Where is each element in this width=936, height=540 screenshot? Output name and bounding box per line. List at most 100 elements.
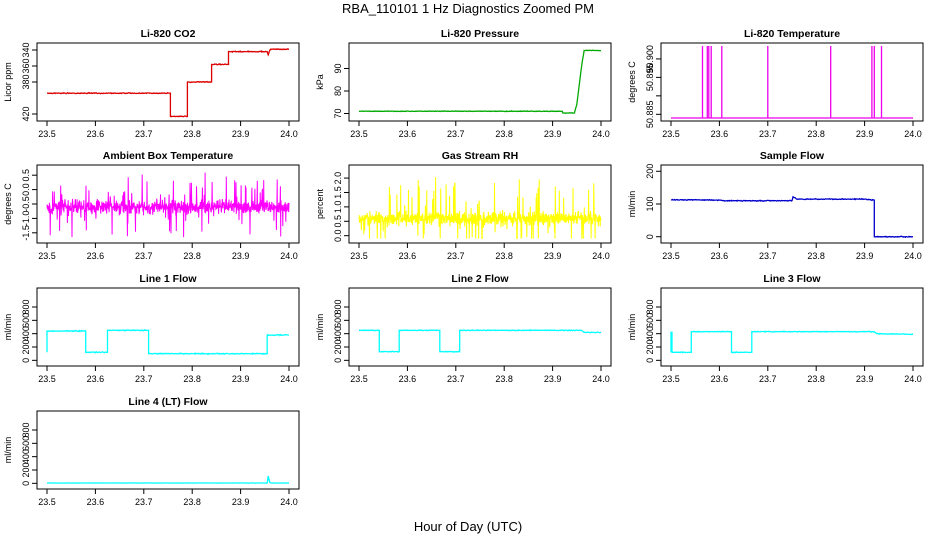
panel-7: Line 1 Flow 23.5 23.6 23.7 23.8 23.9 24.0 0 2004… xyxy=(3,273,300,384)
panel-2: Li-820 Pressure 23.5 23.6 23.7 23.8 23.9 24.0 7… xyxy=(315,28,612,139)
x-tick-label: 24.0 xyxy=(904,374,922,384)
y-tick-label: 360 xyxy=(21,58,31,73)
x-tick-label: 23.7 xyxy=(135,497,153,507)
y-axis-label: percent xyxy=(315,188,325,219)
x-axis-title: Hour of Day (UTC) xyxy=(414,519,522,534)
panel-1: Li-820 CO2 23.5 23.6 23.7 23.8 23.9 24.0 420 380… xyxy=(3,28,300,139)
y-tick-label: 0 xyxy=(21,358,31,363)
x-tick-label: 23.9 xyxy=(856,251,874,261)
x-tick-label: 24.0 xyxy=(592,129,610,139)
x-tick-label: 24.0 xyxy=(280,374,298,384)
x-tick-label: 23.6 xyxy=(711,129,729,139)
x-tick-label: 23.9 xyxy=(544,251,562,261)
x-tick-label: 23.6 xyxy=(87,374,105,384)
y-tick-label: 200 xyxy=(21,339,31,354)
x-tick-label: 23.5 xyxy=(662,251,680,261)
x-tick-label: 23.6 xyxy=(399,374,417,384)
x-tick-label: 23.9 xyxy=(232,374,250,384)
x-tick-label: 24.0 xyxy=(280,497,298,507)
y-tick-label: 0 xyxy=(333,358,343,363)
panel-title: Li-820 Pressure xyxy=(441,28,519,40)
x-tick-label: 23.5 xyxy=(350,129,368,139)
y-tick-label: 1.5 xyxy=(333,186,343,199)
plot-frame xyxy=(36,42,300,122)
y-tick-label: 600 xyxy=(21,313,31,328)
x-tick-label: 24.0 xyxy=(592,374,610,384)
y-tick-label: 400 xyxy=(645,326,655,341)
series-line xyxy=(359,49,602,115)
y-tick-label: 400 xyxy=(333,326,343,341)
x-tick-label: 23.6 xyxy=(87,129,105,139)
series-line xyxy=(671,46,913,119)
panel-3: Li-820 Temperature 23.5 23.6 23.7 23.8 23.9 24… xyxy=(627,28,924,139)
x-tick-label: 23.9 xyxy=(856,374,874,384)
x-tick-label: 23.5 xyxy=(38,251,56,261)
x-tick-label: 23.7 xyxy=(447,129,465,139)
y-axis-label: ml/min xyxy=(627,191,637,218)
y-tick-label: 80 xyxy=(333,86,343,96)
x-tick-label: 23.5 xyxy=(350,374,368,384)
x-tick-label: 23.8 xyxy=(183,251,201,261)
x-tick-label: 23.5 xyxy=(38,497,56,507)
y-axis-label: degrees C xyxy=(627,61,637,103)
panel-10: Line 4 (LT) Flow 23.5 23.6 23.7 23.8 23.9 24.0… xyxy=(3,396,300,507)
panel-title: Gas Stream RH xyxy=(442,150,518,162)
y-tick-label: 200 xyxy=(333,339,343,354)
x-tick-label: 23.6 xyxy=(711,374,729,384)
plot-frame xyxy=(660,164,924,244)
plot-frame xyxy=(348,164,612,244)
y-axis-label: ml/min xyxy=(3,314,13,341)
plot-frame xyxy=(36,410,300,490)
y-tick-label: 50.895 xyxy=(645,64,655,92)
x-tick-label: 23.9 xyxy=(856,129,874,139)
y-tick-label: 600 xyxy=(21,436,31,451)
y-tick-label: 0.5 xyxy=(21,169,31,182)
y-tick-label: 600 xyxy=(645,313,655,328)
y-tick-label: 600 xyxy=(333,313,343,328)
y-tick-label: 400 xyxy=(21,449,31,464)
series-line xyxy=(670,330,914,354)
y-tick-label: 90 xyxy=(333,63,343,73)
plot-frame xyxy=(660,287,924,367)
x-tick-label: 23.9 xyxy=(232,251,250,261)
x-tick-label: 24.0 xyxy=(904,251,922,261)
x-tick-label: 24.0 xyxy=(592,251,610,261)
x-tick-label: 23.7 xyxy=(759,251,777,261)
y-tick-label: 50.900 xyxy=(645,45,655,73)
plot-frame xyxy=(36,287,300,367)
y-axis-label: ml/min xyxy=(3,437,13,464)
x-tick-label: 23.6 xyxy=(87,251,105,261)
y-tick-label: 0 xyxy=(21,481,31,486)
panels: Li-820 CO2 23.5 23.6 23.7 23.8 23.9 24.0 420 380… xyxy=(3,28,924,507)
y-tick-label: 800 xyxy=(333,299,343,314)
panel-title: Line 2 Flow xyxy=(451,273,509,285)
y-tick-label: 70 xyxy=(333,108,343,118)
series-line xyxy=(47,475,290,484)
y-tick-label: 420 xyxy=(21,106,31,121)
y-tick-label: 200 xyxy=(21,462,31,477)
panel-9: Line 3 Flow 23.5 23.6 23.7 23.8 23.9 24.0 0 2004… xyxy=(627,273,924,384)
y-tick-label: 100 xyxy=(645,196,655,211)
panel-title: Li-820 Temperature xyxy=(744,28,840,40)
y-tick-label: 400 xyxy=(21,326,31,341)
y-tick-label: -0.5 xyxy=(21,196,31,212)
plot-frame xyxy=(348,287,612,367)
panel-8: Line 2 Flow 23.5 23.6 23.7 23.8 23.9 24.0 0 2004… xyxy=(315,273,612,384)
panel-6: Sample Flow 23.5 23.6 23.7 23.8 23.9 24.0 0 100 2… xyxy=(627,150,924,261)
x-tick-label: 23.7 xyxy=(135,251,153,261)
series-line xyxy=(46,329,289,356)
x-tick-label: 23.7 xyxy=(135,129,153,139)
figure-title: RBA_110101 1 Hz Diagnostics Zoomed PM xyxy=(342,1,594,16)
x-tick-label: 23.7 xyxy=(135,374,153,384)
plot-frame xyxy=(348,42,612,122)
y-axis-label: degrees C xyxy=(3,183,13,225)
x-tick-label: 23.6 xyxy=(399,129,417,139)
panel-5: Gas Stream RH 23.5 23.6 23.7 23.8 23.9 24.0 0.0… xyxy=(315,150,612,261)
y-tick-label: 200 xyxy=(645,339,655,354)
y-tick-label: 380 xyxy=(21,74,31,89)
x-tick-label: 23.8 xyxy=(495,251,513,261)
y-tick-label: 0 xyxy=(645,358,655,363)
x-tick-label: 23.7 xyxy=(759,129,777,139)
panel-title: Line 4 (LT) Flow xyxy=(128,396,208,408)
